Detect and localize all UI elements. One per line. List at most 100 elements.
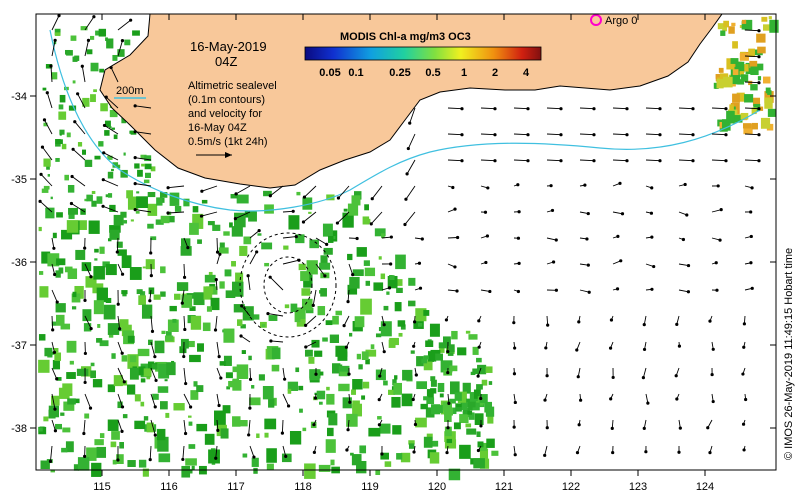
velocity-arrow-head bbox=[344, 345, 349, 349]
chl-patch bbox=[188, 415, 192, 418]
chl-patch bbox=[223, 231, 230, 236]
chl-patch bbox=[347, 284, 358, 295]
chl-patch bbox=[439, 347, 445, 353]
chl-patch bbox=[326, 393, 335, 405]
chl-patch bbox=[423, 310, 430, 316]
velocity-arrow-head bbox=[184, 381, 188, 386]
chl-patch bbox=[98, 28, 107, 37]
velocity-arrow-head bbox=[347, 372, 351, 376]
chl-patch bbox=[330, 459, 335, 466]
chl-patch bbox=[157, 386, 169, 393]
chl-patch bbox=[740, 74, 749, 82]
velocity-arrow bbox=[117, 341, 123, 354]
velocity-arrow bbox=[249, 367, 252, 380]
chl-patch bbox=[68, 105, 77, 111]
chl-patch bbox=[319, 262, 331, 270]
chl-patch bbox=[219, 361, 226, 366]
velocity-arrow bbox=[135, 105, 152, 109]
velocity-arrow-head bbox=[592, 107, 596, 111]
chl-patch bbox=[302, 197, 313, 210]
chl-patch bbox=[54, 32, 61, 36]
x-tick-label: 123 bbox=[629, 481, 647, 493]
argo-float-marker[interactable] bbox=[590, 14, 602, 26]
velocity-arrow bbox=[282, 445, 287, 457]
chl-patch bbox=[164, 379, 168, 382]
chl-patch bbox=[415, 417, 427, 428]
velocity-arrow bbox=[51, 341, 55, 353]
velocity-arrow-head bbox=[658, 133, 662, 137]
chl-patch bbox=[56, 258, 66, 266]
chl-patch bbox=[473, 458, 485, 469]
chl-patch bbox=[142, 468, 149, 477]
velocity-arrow bbox=[201, 185, 218, 192]
velocity-arrow-head bbox=[101, 178, 105, 182]
velocity-arrow bbox=[579, 107, 595, 110]
chl-patch bbox=[189, 306, 196, 311]
chl-patch bbox=[134, 420, 146, 430]
chl-patch bbox=[744, 19, 753, 31]
chl-patch bbox=[86, 194, 93, 202]
velocity-arrow-head bbox=[460, 159, 464, 163]
chl-patch bbox=[439, 393, 444, 398]
velocity-arrow-head bbox=[551, 260, 556, 264]
velocity-arrow-head bbox=[420, 237, 424, 241]
chl-patch bbox=[365, 280, 371, 286]
velocity-arrow bbox=[546, 159, 562, 162]
chl-patch bbox=[181, 465, 191, 478]
chl-patch bbox=[248, 211, 257, 222]
velocity-arrow bbox=[744, 55, 760, 58]
chl-patch bbox=[267, 346, 277, 360]
velocity-arrow-head bbox=[549, 184, 553, 188]
chl-patch bbox=[181, 294, 193, 308]
velocity-arrow-head bbox=[83, 454, 87, 458]
chl-patch bbox=[287, 388, 292, 394]
velocity-arrow bbox=[235, 211, 251, 220]
chl-patch bbox=[361, 395, 366, 400]
velocity-arrow-head bbox=[149, 274, 153, 278]
chl-patch bbox=[96, 287, 108, 303]
velocity-arrow-head bbox=[301, 220, 306, 224]
velocity-arrow-head bbox=[742, 322, 746, 326]
eddy-ring-inner bbox=[263, 256, 313, 314]
chl-patch bbox=[485, 366, 493, 373]
velocity-arrow bbox=[305, 315, 317, 326]
velocity-arrow-head bbox=[120, 405, 125, 409]
chl-patch bbox=[45, 207, 55, 219]
chl-patch bbox=[363, 260, 370, 266]
velocity-arrow bbox=[51, 367, 58, 380]
chl-patch bbox=[343, 208, 348, 212]
chl-patch bbox=[84, 413, 90, 419]
velocity-arrow bbox=[678, 159, 694, 162]
velocity-arrow-head bbox=[148, 299, 152, 303]
chl-patch bbox=[86, 447, 97, 461]
chl-patch bbox=[121, 355, 128, 362]
chl-patch bbox=[326, 427, 334, 437]
velocity-arrow-head bbox=[149, 251, 153, 255]
chl-patch bbox=[98, 141, 104, 147]
chl-patch bbox=[139, 291, 146, 298]
velocity-arrow bbox=[305, 341, 317, 348]
chl-patch bbox=[474, 413, 484, 425]
velocity-arrow-head bbox=[575, 451, 580, 455]
chl-patch bbox=[365, 218, 371, 224]
chl-patch bbox=[109, 229, 120, 240]
chl-patch bbox=[72, 291, 77, 298]
chl-patch bbox=[140, 154, 147, 159]
chl-patch bbox=[472, 368, 480, 374]
velocity-arrow-head bbox=[216, 428, 220, 432]
chl-patch bbox=[151, 364, 158, 370]
chl-patch bbox=[96, 196, 103, 204]
chl-patch bbox=[107, 155, 113, 160]
velocity-arrow-head bbox=[89, 326, 93, 331]
chl-patch bbox=[486, 438, 495, 448]
velocity-arrow-head bbox=[129, 18, 133, 22]
chl-patch bbox=[306, 260, 318, 275]
chl-patch bbox=[730, 58, 739, 64]
chl-patch bbox=[157, 436, 169, 452]
x-axis: 115 116 117 118 119 120 121 122 123 124 bbox=[93, 14, 714, 493]
chl-patch bbox=[61, 229, 73, 240]
velocity-arrow-head bbox=[715, 288, 719, 292]
velocity-arrow-head bbox=[585, 237, 589, 241]
chl-patch bbox=[281, 453, 292, 463]
velocity-arrow-head bbox=[741, 372, 745, 376]
